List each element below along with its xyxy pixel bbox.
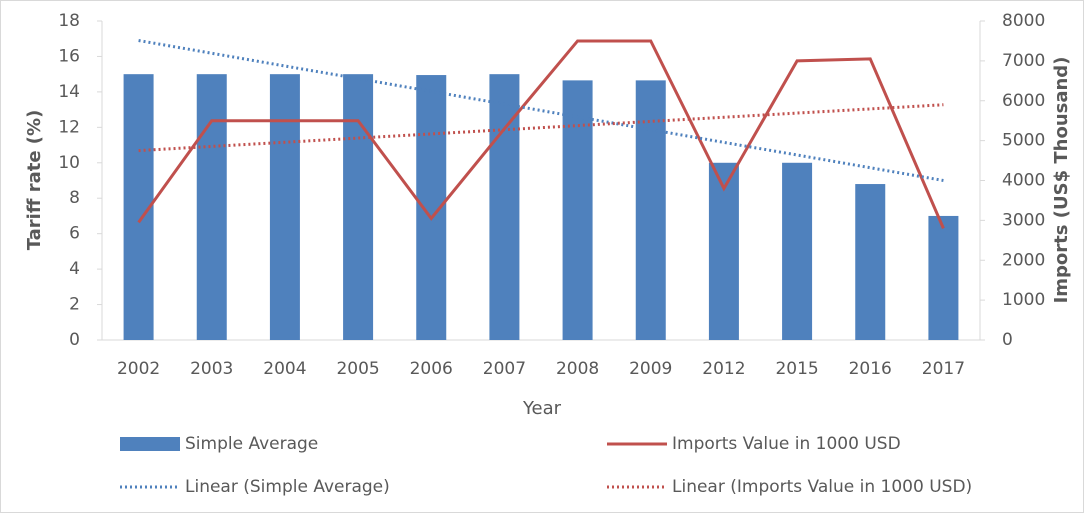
legend-label: Linear (Imports Value in 1000 USD) xyxy=(672,477,972,497)
bar xyxy=(635,80,666,340)
legend-label: Linear (Simple Average) xyxy=(185,477,390,497)
bar xyxy=(562,80,593,340)
x-tick-label: 2004 xyxy=(263,359,306,379)
x-tick-label: 2012 xyxy=(702,359,745,379)
y-tick-label: 16 xyxy=(58,46,80,66)
y-tick-label: 4 xyxy=(69,259,80,279)
y-tick-label: 18 xyxy=(58,11,80,31)
bar xyxy=(782,162,813,340)
y2-tick-label: 5000 xyxy=(1002,131,1045,151)
x-tick-label: 2015 xyxy=(775,359,818,379)
x-tick-label: 2009 xyxy=(629,359,672,379)
line xyxy=(137,39,945,229)
y-tick-label: 8 xyxy=(69,188,80,208)
y2-tick-label: 8000 xyxy=(1002,11,1045,31)
legend-label: Simple Average xyxy=(185,434,318,454)
y2-tick-label: 2000 xyxy=(1002,250,1045,270)
x-tick-label: 2017 xyxy=(922,359,965,379)
x-tick-label: 2003 xyxy=(190,359,233,379)
y-tick-label: 12 xyxy=(58,117,80,137)
y-tick-label: 6 xyxy=(69,224,80,244)
y2-axis-title: Imports (US$ Thousand) xyxy=(1051,57,1072,304)
bar xyxy=(269,74,300,341)
bar xyxy=(196,74,227,341)
y-tick-label: 14 xyxy=(58,82,80,102)
x-tick-label: 2006 xyxy=(410,359,453,379)
bar xyxy=(928,215,959,340)
x-tick-label: 2016 xyxy=(849,359,892,379)
trend-line xyxy=(138,103,944,153)
x-axis-title: Year xyxy=(522,398,562,419)
legend-swatch xyxy=(120,437,180,451)
y2-tick-label: 0 xyxy=(1002,330,1013,350)
bar xyxy=(708,162,739,340)
y-tick-label: 10 xyxy=(58,153,80,173)
y2-tick-label: 4000 xyxy=(1002,171,1045,191)
y-axis-title: Tariff rate (%) xyxy=(24,110,45,251)
x-tick-label: 2002 xyxy=(117,359,160,379)
y2-tick-label: 1000 xyxy=(1002,290,1045,310)
x-tick-label: 2008 xyxy=(556,359,599,379)
y2-tick-label: 6000 xyxy=(1002,91,1045,111)
y-tick-label: 0 xyxy=(69,330,80,350)
legend-label: Imports Value in 1000 USD xyxy=(672,434,901,454)
x-tick-label: 2007 xyxy=(483,359,526,379)
bar xyxy=(343,74,374,341)
y2-tick-label: 7000 xyxy=(1002,51,1045,71)
y-tick-label: 2 xyxy=(69,295,80,315)
x-tick-label: 2005 xyxy=(336,359,379,379)
y2-tick-label: 3000 xyxy=(1002,210,1045,230)
trend-line xyxy=(138,39,944,182)
bar xyxy=(855,184,886,340)
